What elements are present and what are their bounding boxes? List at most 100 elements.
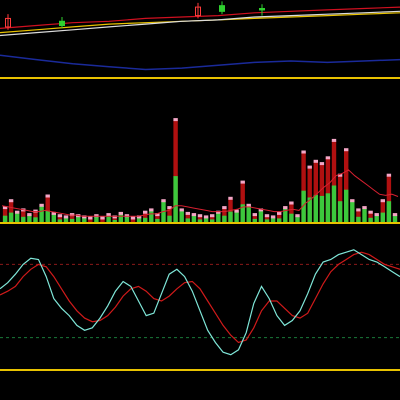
volume-bar-cap (386, 173, 392, 177)
volume-bar (76, 216, 81, 222)
volume-bar-cap (234, 209, 239, 213)
volume-bar-cap (313, 159, 318, 163)
kdj-k-line (0, 249, 400, 356)
volume-bar-cap (112, 215, 117, 219)
volume-bar-lower (289, 213, 294, 222)
volume-bar (234, 211, 239, 222)
volume-bar-cap (2, 206, 8, 210)
volume-bar-cap (130, 216, 136, 220)
volume-bar-cap (203, 215, 209, 219)
price-ma-line-4 (0, 54, 400, 71)
volume-bar-cap (179, 208, 184, 212)
volume-bar (57, 216, 63, 222)
volume-bar-lower (45, 210, 50, 222)
volume-bar (124, 216, 130, 222)
volume-bar-cap (8, 199, 14, 203)
volume-bar-cap (319, 162, 325, 166)
volume-bar-lower (222, 215, 227, 222)
candle-body (219, 5, 225, 12)
volume-bar-cap (362, 206, 367, 210)
volume-bar (325, 158, 331, 222)
volume-bar-cap (258, 208, 264, 212)
volume-bar-lower (197, 219, 203, 222)
volume-bar-lower (344, 189, 349, 222)
volume-bar (8, 201, 14, 222)
volume-bar (295, 216, 300, 222)
volume-bar-lower (21, 216, 26, 222)
volume-bar-lower (69, 218, 75, 222)
volume-bar (69, 215, 75, 222)
volume-bar-lower (319, 195, 325, 222)
volume-bar-cap (222, 206, 227, 210)
volume-bar (2, 208, 8, 222)
volume-bar (374, 215, 379, 222)
volume-bar-cap (63, 215, 69, 219)
volume-bar-cap (240, 180, 245, 184)
volume-bar (301, 152, 306, 222)
volume-bar-cap (283, 206, 288, 210)
volume-bar-cap (27, 213, 32, 217)
volume-bar (258, 210, 264, 222)
volume-bar (106, 215, 111, 222)
volume-bar (319, 164, 325, 222)
volume-bar-cap (325, 156, 331, 160)
volume-bar-cap (277, 211, 282, 215)
volume-bar-cap (295, 214, 300, 218)
volume-bar-lower (8, 212, 14, 222)
volume-bar-lower (356, 216, 361, 222)
volume-bar (33, 211, 38, 222)
volume-bar-cap (216, 210, 221, 214)
volume-bar (63, 217, 69, 222)
volume-bar-lower (337, 201, 343, 222)
volume-bar-lower (155, 218, 160, 222)
volume-bar-cap (100, 216, 105, 220)
volume-bar-cap (331, 138, 337, 142)
volume-bar (45, 196, 50, 222)
volume-bar (82, 217, 87, 222)
volume-bar-cap (185, 211, 190, 215)
volume-bar-lower (112, 219, 117, 222)
volume-bar (197, 216, 203, 222)
volume-bar (289, 203, 294, 222)
volume-bar-cap (350, 199, 355, 203)
volume-bar (167, 208, 172, 222)
volume-bar-cap (88, 216, 93, 220)
volume-bar-cap (15, 210, 20, 214)
volume-ma-line (1, 169, 399, 217)
volume-bar (313, 161, 318, 222)
volume-bar-cap (392, 213, 398, 217)
volume-bar-cap (210, 214, 215, 218)
volume-bar (392, 215, 398, 222)
volume-bar (155, 215, 160, 222)
volume-bar-cap (368, 210, 373, 214)
volume-bar-cap (136, 215, 142, 219)
volume-bar (130, 218, 136, 222)
volume-bar-cap (270, 215, 276, 219)
volume-bar-cap (246, 203, 251, 207)
volume-bar-lower (228, 211, 233, 222)
volume-bar-cap (106, 213, 111, 217)
volume-bar-cap (143, 210, 148, 214)
volume-bar (179, 210, 184, 222)
volume-bar-cap (39, 203, 44, 207)
volume-bar-cap (344, 148, 349, 152)
volume-bar-cap (155, 213, 160, 217)
volume-bar-lower (185, 218, 190, 222)
volume-bar-cap (191, 213, 197, 217)
volume-bar (210, 216, 215, 222)
volume-bar (368, 212, 373, 222)
volume-bar-cap (356, 208, 361, 212)
volume-bar-cap (374, 213, 379, 217)
volume-bar-lower (173, 176, 178, 222)
volume-bar (246, 205, 251, 222)
candle-body (195, 6, 201, 17)
volume-bar (222, 208, 227, 222)
volume-bar-cap (167, 206, 172, 210)
volume-bar (380, 201, 385, 222)
volume-bar-lower (264, 219, 270, 222)
volume-bar (252, 215, 257, 222)
volume-bar (356, 210, 361, 222)
volume-bar (362, 208, 367, 222)
